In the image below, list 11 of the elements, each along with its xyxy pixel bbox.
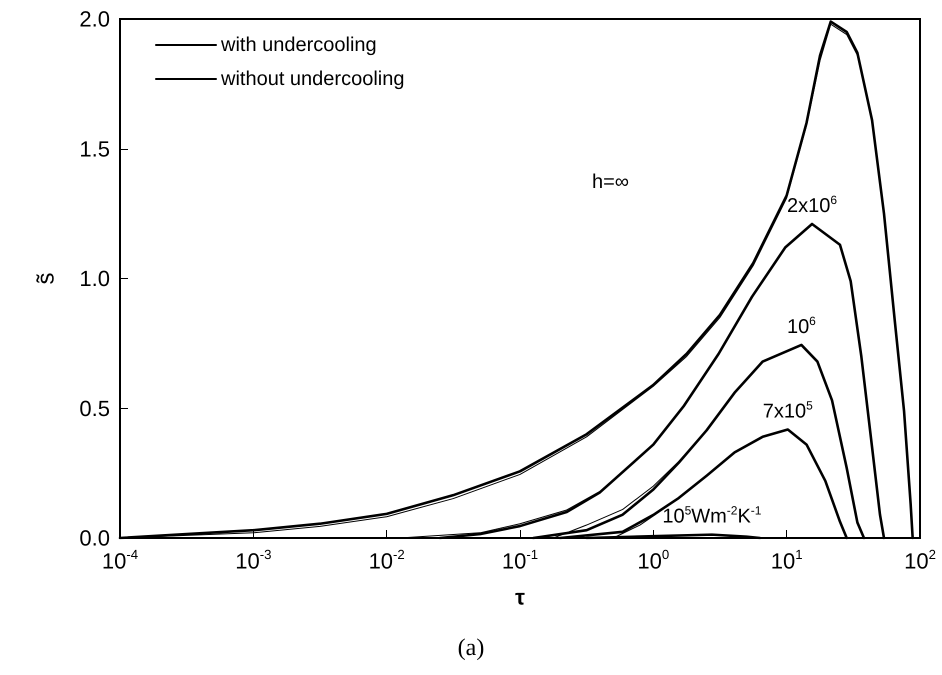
y-tick-label: 0.5 [79,396,110,421]
text: (a) [458,635,484,661]
y-tick-label: 2.0 [79,6,110,32]
y-tick-label: 0.0 [79,526,110,550]
y-axis-title: s̃ [32,272,60,284]
legend-label: without undercooling [220,68,404,90]
y-tick-label: 1.5 [79,136,110,162]
legend-label: with undercooling [220,34,377,56]
annotation: h=∞ [592,171,630,193]
x-axis-title: τ [515,584,526,610]
y-tick-label: 1.0 [79,266,110,291]
